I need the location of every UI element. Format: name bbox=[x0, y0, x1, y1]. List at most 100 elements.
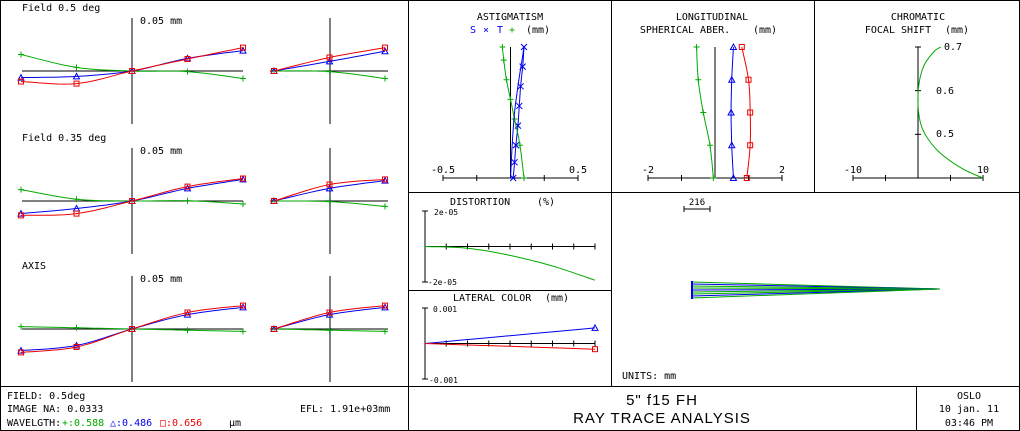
spherical-tick-min: -2 bbox=[642, 165, 654, 176]
meridional-marker-blue bbox=[183, 184, 192, 192]
meridional-marker-green bbox=[184, 327, 191, 334]
sagittal-marker-green bbox=[382, 203, 388, 210]
footer-field: FIELD: 0.5deg bbox=[7, 391, 85, 402]
meridional-marker-red bbox=[18, 212, 24, 219]
marker-0.588 bbox=[710, 175, 717, 181]
marker-T bbox=[516, 142, 523, 149]
spherical-plot bbox=[647, 42, 783, 181]
meridional-marker-green bbox=[240, 75, 246, 82]
series-ref bbox=[510, 46, 525, 179]
lateral-ytick-bottom: -0.001 bbox=[429, 376, 458, 385]
footer-wl-unit: μm bbox=[229, 418, 241, 429]
spherical-title-2: SPHERICAL ABER. bbox=[640, 25, 730, 36]
meridional-marker-green bbox=[184, 197, 191, 204]
meridional-marker-red bbox=[184, 56, 191, 62]
sagittal-marker-red bbox=[382, 302, 388, 309]
meridional-marker-blue bbox=[183, 54, 192, 62]
sagittal-marker-red bbox=[271, 68, 277, 74]
chromatic-panel: CHROMATIC FOCAL SHIFT (mm) 0.7 0.6 0.5 -… bbox=[844, 12, 989, 181]
meridional-curve-red bbox=[20, 47, 244, 85]
meridional-marker-green bbox=[240, 328, 246, 335]
sagittal-marker-red bbox=[271, 198, 277, 204]
units-label: UNITS: mm bbox=[622, 371, 676, 382]
sagittal-curve-blue bbox=[273, 50, 386, 72]
marker-0.588 bbox=[706, 142, 713, 149]
astigmatism-panel: ASTIGMATISM S × T + (mm) -0.5 0.5 bbox=[431, 12, 587, 182]
footer-time: 03:46 PM bbox=[945, 418, 993, 429]
astig-legend-plus: + bbox=[509, 25, 515, 36]
sagittal-marker-blue bbox=[381, 176, 389, 184]
meridional-marker-green bbox=[18, 51, 24, 58]
chromatic-ytick-07: 0.7 bbox=[944, 42, 962, 53]
meridional-marker-red bbox=[240, 175, 246, 182]
distortion-unit: (%) bbox=[537, 197, 555, 208]
meridional-marker-red bbox=[129, 198, 135, 204]
lateral-end-marker-0.656 bbox=[592, 346, 598, 353]
chromatic-tick-min: -10 bbox=[844, 165, 862, 176]
meridional-marker-green bbox=[184, 68, 191, 75]
marker-0.656 bbox=[747, 109, 754, 116]
sagittal-marker-blue bbox=[325, 310, 334, 318]
meridional-marker-blue bbox=[239, 303, 247, 311]
chromatic-title-2: FOCAL SHIFT bbox=[865, 25, 931, 36]
meridional-marker-red bbox=[18, 78, 24, 85]
sagittal-marker-blue bbox=[381, 303, 389, 311]
spherical-tick-max: 2 bbox=[779, 165, 785, 176]
marker-S bbox=[512, 141, 520, 149]
meridional-curve-red bbox=[20, 305, 244, 353]
meridional-marker-green bbox=[73, 196, 80, 203]
lateral-color-panel: LATERAL COLOR (mm) 0.001 -0.001 bbox=[422, 293, 599, 385]
sagittal-marker-red bbox=[382, 44, 388, 51]
marker-T bbox=[507, 96, 514, 103]
marker-S bbox=[511, 158, 518, 166]
chromatic-ytick-06: 0.6 bbox=[936, 86, 954, 97]
sagittal-curve-blue bbox=[273, 180, 386, 202]
sagittal-marker-blue bbox=[325, 57, 334, 65]
spot-ray-bundle bbox=[691, 281, 941, 299]
meridional-marker-green bbox=[73, 64, 80, 71]
series-0.588 bbox=[424, 246, 596, 281]
spot-scale-bar bbox=[683, 206, 711, 212]
sagittal-marker-red bbox=[382, 176, 388, 183]
meridional-marker-green bbox=[18, 323, 24, 330]
fan-scale-label: 0.05 mm bbox=[140, 274, 182, 285]
sagittal-curve-red bbox=[273, 178, 386, 202]
astig-tick-min: -0.5 bbox=[431, 165, 455, 176]
sagittal-marker-red bbox=[271, 326, 277, 332]
distortion-panel: DISTORTION (%) 2e-05 -2e-05 bbox=[422, 197, 596, 287]
meridional-marker-green bbox=[73, 324, 80, 331]
footer-app: OSLO bbox=[957, 391, 981, 402]
astig-legend-t: T bbox=[497, 25, 503, 36]
series-0.486 bbox=[730, 46, 734, 179]
meridional-marker-blue bbox=[17, 73, 25, 81]
lateral-ytick-top: 0.001 bbox=[433, 305, 457, 314]
ray-fan-block-0: Field 0.5 deg 0.05 mm bbox=[17, 3, 389, 124]
astig-tick-max: 0.5 bbox=[569, 165, 587, 176]
lateral-color-title: LATERAL COLOR bbox=[453, 293, 532, 304]
meridional-marker-blue bbox=[183, 310, 192, 318]
ray-line bbox=[691, 288, 941, 299]
chromatic-unit: (mm) bbox=[945, 25, 969, 36]
spherical-unit: (mm) bbox=[753, 25, 777, 36]
sagittal-marker-green bbox=[382, 328, 388, 335]
series-0.656 bbox=[424, 343, 596, 350]
meridional-marker-red bbox=[184, 183, 191, 190]
spot-panel: 216 UNITS: mm bbox=[622, 198, 941, 382]
distortion-ytick-bottom: -2e-05 bbox=[428, 278, 457, 287]
meridional-curve-red bbox=[20, 178, 244, 216]
series-chromatic bbox=[917, 46, 984, 179]
footer-title-2: RAY TRACE ANALYSIS bbox=[573, 410, 751, 427]
marker-0.486 bbox=[729, 42, 738, 50]
footer-wl-blue: △:0.486 bbox=[110, 418, 152, 429]
sagittal-curve-red bbox=[273, 47, 386, 72]
marker-S bbox=[515, 102, 523, 110]
marker-0.588 bbox=[700, 109, 707, 116]
ray-fan-block-1: Field 0.35 deg 0.05 mm bbox=[17, 133, 389, 254]
chromatic-ytick-05: 0.5 bbox=[936, 129, 954, 140]
fan-scale-label: 0.05 mm bbox=[140, 146, 182, 157]
series-0.656 bbox=[741, 46, 751, 179]
spherical-aberration-panel: LONGITUDINAL SPHERICAL ABER. (mm) -2 2 bbox=[640, 12, 785, 181]
meridional-marker-red bbox=[73, 210, 80, 217]
sagittal-marker-red bbox=[326, 309, 333, 316]
